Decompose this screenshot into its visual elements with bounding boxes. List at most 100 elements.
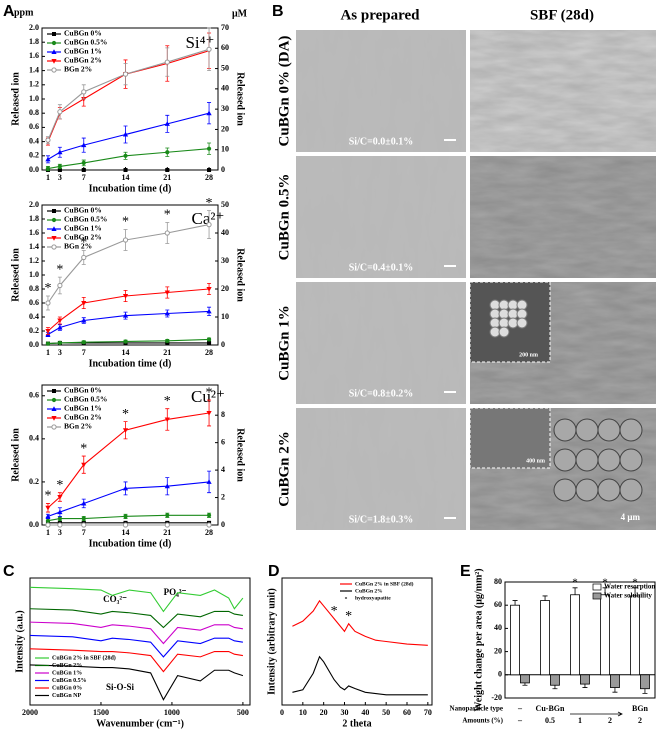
series-line: [29, 634, 243, 658]
asterisk: *: [164, 394, 171, 409]
asterisk: *: [206, 196, 213, 211]
y-tick-label: 0.0: [29, 520, 39, 529]
asterisk: *: [122, 215, 129, 230]
sphere: [553, 448, 577, 472]
marker: [45, 522, 51, 528]
y-axis-label: Weight change per area (μg/mm²): [473, 568, 484, 711]
sphere: [575, 448, 599, 472]
y-tick-label: 0.2: [29, 326, 39, 335]
y-tick-label: 1.8: [29, 214, 39, 223]
si-c-ratio: Si/C=0.8±0.2%: [349, 388, 414, 399]
error-bar: [582, 684, 588, 688]
x-tick-label: 1: [46, 348, 50, 357]
legend-label: CuBGn NP: [52, 693, 82, 699]
series-line: [292, 655, 428, 696]
x-tick-label: 2: [638, 716, 642, 725]
marker: [81, 317, 87, 323]
y2-tick-label: 0: [221, 520, 225, 529]
legend-label: CuBGn 2%: [64, 233, 102, 242]
marker: [122, 131, 129, 137]
asterisk: *: [44, 489, 51, 504]
marker: [57, 164, 62, 169]
unit-label: μM: [232, 8, 248, 19]
marker: [164, 522, 170, 528]
legend-marker: [52, 209, 56, 213]
x-tick-label: 1: [46, 528, 50, 537]
marker: [164, 483, 170, 489]
marker: [45, 329, 51, 334]
x-tick-label: 1500: [93, 708, 109, 717]
marker: [81, 340, 86, 345]
series-line: [47, 288, 210, 332]
legend-marker: [51, 40, 57, 46]
row-label: CuBGn 1%: [276, 305, 292, 380]
x-tick-label: 28: [205, 528, 213, 537]
inset: [469, 407, 551, 469]
sphere: [597, 448, 621, 472]
legend-label: CuBGn 0.5%: [64, 395, 107, 404]
asterisk: *: [632, 576, 638, 588]
legend-label: CuBGn 0.5%: [52, 678, 87, 684]
marker: [45, 156, 51, 162]
x-tick-label: 500: [237, 708, 249, 717]
marker: [165, 513, 170, 518]
bar: [520, 674, 530, 684]
marker: [122, 237, 129, 243]
series-line: [47, 148, 210, 170]
legend-label: CuBGn 0%: [64, 386, 102, 395]
legend-label: CuBGn 2%: [355, 588, 383, 594]
x-tick-label: 2000: [22, 708, 38, 717]
y2-tick-label: 0: [221, 165, 225, 174]
marker: [164, 59, 170, 65]
annotation: Si-O-Si: [106, 682, 135, 692]
marker: [164, 417, 170, 423]
marker: [123, 339, 128, 344]
y-tick-label: 1.2: [29, 80, 39, 89]
scale-label: 400 nm: [526, 458, 545, 464]
marker: [81, 142, 87, 148]
y-tick-label: 20: [494, 646, 502, 655]
sem-texture: [470, 156, 656, 278]
row-label: CuBGn 2%: [276, 431, 292, 506]
y-tick-label: 1.6: [29, 228, 39, 237]
y2-tick-label: 10: [221, 312, 229, 321]
series-line: [47, 50, 210, 142]
marker: [57, 168, 62, 172]
y-tick-label: 0.4: [29, 312, 39, 321]
x-tick-label: 20: [320, 708, 328, 717]
marker: [206, 522, 212, 528]
series-line: [47, 514, 210, 522]
y2-tick-label: 50: [221, 63, 229, 72]
legend-symbol: *: [345, 596, 348, 602]
marker: [45, 137, 51, 143]
sphere: [597, 418, 621, 442]
legend-label: CuBGn 1%: [64, 224, 102, 233]
y2-tick-label: 40: [221, 228, 229, 237]
marker: [206, 46, 212, 52]
y2-tick-label: 70: [221, 23, 229, 32]
bar: [570, 594, 580, 676]
marker: [81, 462, 87, 468]
legend-label: BGn 2%: [64, 422, 92, 431]
marker: [45, 513, 51, 519]
bar: [550, 674, 560, 686]
marker: [81, 168, 86, 172]
x-tick-label: 3: [58, 348, 62, 357]
x-tick-label: 14: [122, 173, 130, 182]
sem-texture: [470, 30, 656, 152]
y-tick-label: 0.6: [29, 298, 39, 307]
legend-label: BGn 2%: [64, 65, 92, 74]
series-line: [29, 621, 243, 645]
type-arrow: [570, 711, 623, 717]
marker: [123, 153, 128, 158]
series-line: [29, 608, 243, 629]
column-title: SBF (28d): [530, 7, 594, 23]
series-line: [29, 586, 244, 613]
y-axis-label: Released ion: [10, 72, 21, 126]
annotation: CO₃²⁻: [103, 594, 127, 604]
sem-texture: [296, 156, 466, 278]
marker: [206, 110, 212, 116]
y-tick-label: 2.0: [29, 200, 39, 209]
x-tick-label: 70: [424, 708, 432, 717]
panel-label: E: [460, 563, 471, 580]
